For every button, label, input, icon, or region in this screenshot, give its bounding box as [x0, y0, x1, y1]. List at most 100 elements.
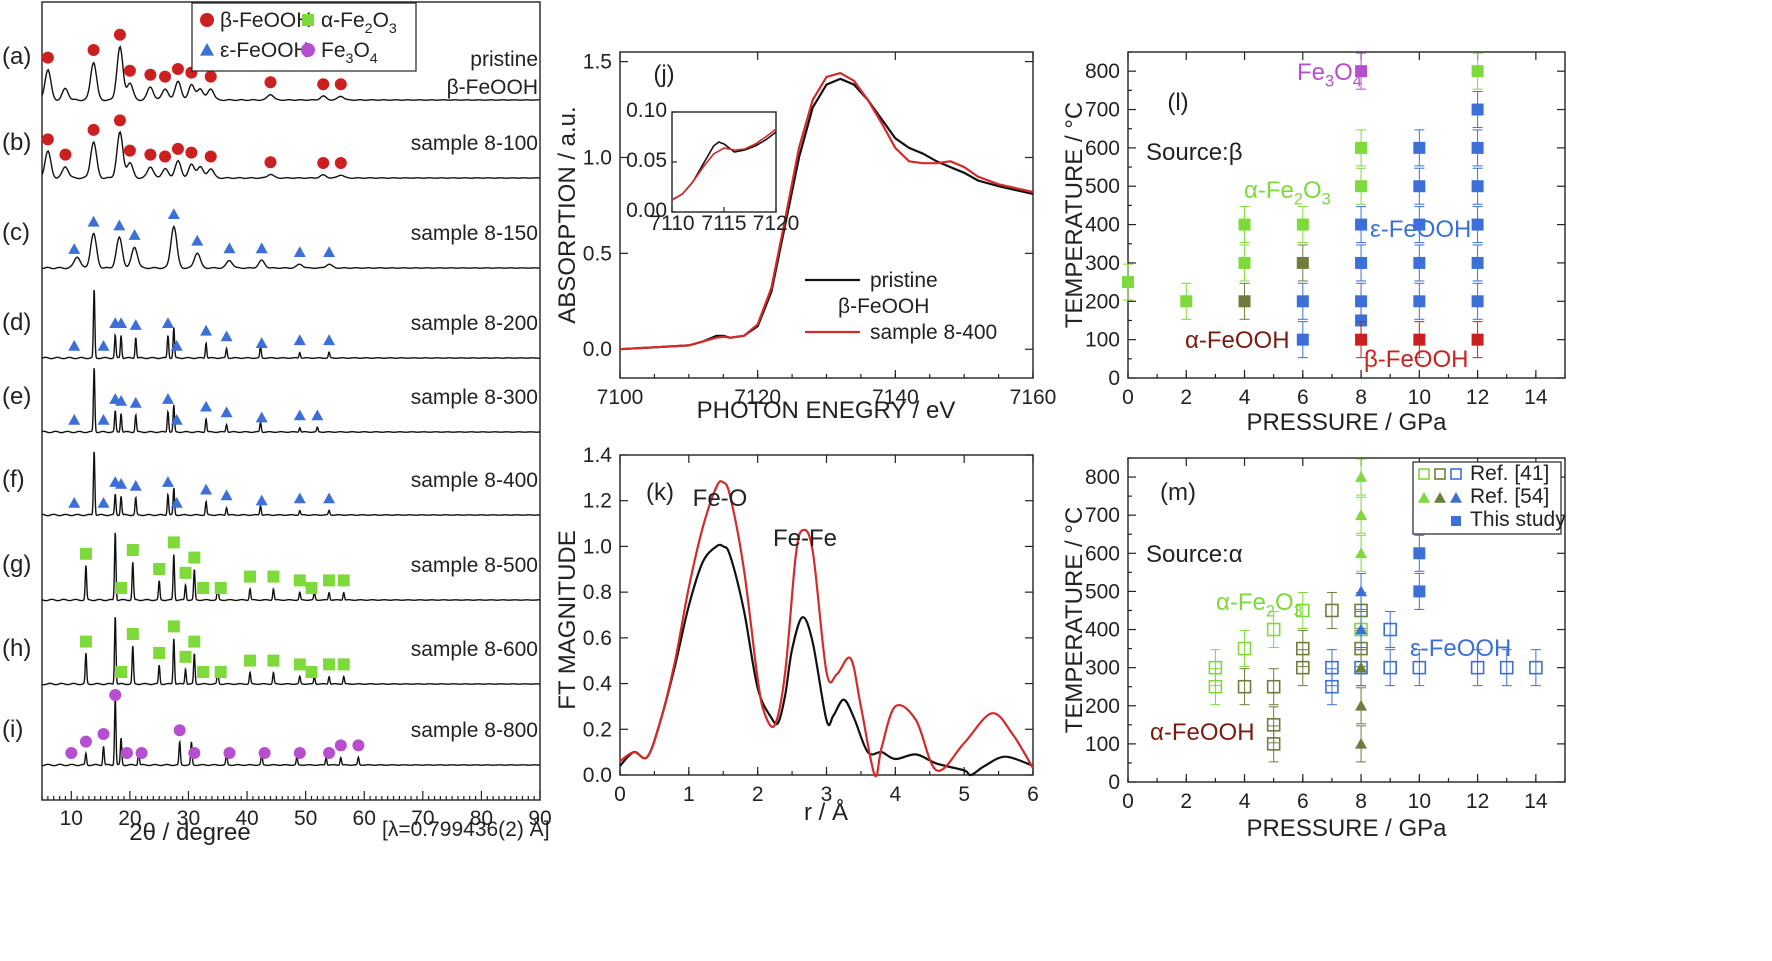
xrd-pattern: (b) sample 8-100 [2, 114, 540, 180]
xrd-peak-marker [204, 150, 217, 163]
xrd-sample-label: sample 8-150 [411, 222, 538, 245]
xrd-peak-marker [323, 574, 336, 587]
xrd-peak-marker [305, 665, 318, 678]
phase-point [1529, 660, 1543, 675]
phase-point [1355, 256, 1368, 269]
xrd-panel-label: (e) [2, 383, 31, 410]
y-tick-label: 0.2 [583, 718, 612, 741]
y-tick-label: 1.4 [583, 444, 613, 467]
xrd-peak-marker [79, 547, 92, 560]
xrd-sample-label: β-FeOOH [447, 76, 538, 99]
xrd-peak-marker [267, 654, 280, 667]
xrd-peak-marker [97, 414, 110, 425]
inset-y-tick-label: 0.05 [626, 149, 667, 172]
phase-point [1355, 623, 1368, 635]
xrd-trace [41, 368, 540, 434]
xrd-pattern: (a) pristine β-FeOOH [2, 28, 540, 102]
xrd-peak-marker [293, 246, 306, 257]
xrd-peak-marker [144, 68, 157, 81]
xrd-pattern: (c) sample 8-150 [2, 208, 540, 270]
exafs-series-line [619, 480, 1034, 778]
x-tick-label: 6 [1297, 386, 1309, 409]
y-tick-label: 600 [1085, 137, 1120, 160]
xrd-peak-marker [79, 635, 92, 648]
inset-line [671, 131, 777, 201]
phase-legend-this-study: This study [1470, 508, 1566, 531]
xrd-peak-marker [323, 658, 336, 671]
xrd-peak-marker [337, 658, 350, 671]
xrd-peak-marker [173, 724, 186, 737]
xrd-peak-marker [220, 489, 233, 501]
xrd-peak-marker [293, 658, 306, 671]
xrd-pattern: (g) sample 8-500 [2, 532, 540, 602]
phase-point [1355, 547, 1368, 559]
y-tick-label: 0.8 [583, 581, 612, 604]
xrd-sample-label: sample 8-400 [411, 469, 538, 492]
phase-panel-label: (l) [1167, 89, 1188, 116]
x-tick-label: 8 [1355, 386, 1367, 409]
xrd-tick-label: 90 [528, 807, 551, 830]
xrd-peak-marker [334, 78, 347, 91]
inset-line [671, 128, 777, 201]
xrd-pattern: (e) sample 8-300 [2, 368, 540, 434]
label-fe3o4: Fe3O4 [1297, 59, 1362, 91]
xrd-peak-marker [334, 156, 347, 169]
label-beta-feooh: β-FeOOH [1364, 346, 1468, 373]
phase-point [1471, 103, 1484, 116]
xrd-peak-marker [87, 123, 100, 136]
phase-point [1413, 180, 1426, 193]
inset-y-tick-label: 0.00 [626, 199, 667, 222]
phase-y-label: TEMPERATURE / °C [1061, 507, 1088, 734]
phase-point [1355, 509, 1368, 520]
xrd-peak-marker [185, 146, 198, 159]
xrd-sample-label: sample 8-300 [411, 386, 538, 409]
xrd-tick-label: 30 [177, 807, 200, 830]
y-tick-label: 500 [1085, 175, 1120, 198]
xrd-peak-marker [188, 635, 201, 648]
xrd-peak-marker [161, 393, 174, 404]
xrd-trace [42, 697, 540, 767]
phase-x-label: PRESSURE / GPa [1246, 815, 1447, 842]
xrd-tick-label: 60 [353, 807, 376, 830]
xrd-sample-label: sample 8-800 [411, 719, 538, 742]
y-tick-label: 300 [1085, 657, 1120, 680]
xrd-peak-marker [123, 144, 136, 157]
phase-point [1355, 699, 1368, 711]
xrd-peak-marker [115, 395, 128, 406]
xrd-peak-marker [144, 148, 157, 161]
x-tick-label: 2 [1180, 790, 1192, 813]
xrd-peak-marker [323, 492, 336, 504]
phase-point [1238, 295, 1251, 308]
x-tick-label: 8 [1355, 790, 1367, 813]
xrd-peak-marker [264, 156, 277, 169]
xrd-peak-marker [179, 650, 192, 663]
xrd-peak-marker [161, 476, 174, 487]
xrd-peak-marker [123, 64, 136, 77]
xrd-pattern: (d) sample 8-200 [2, 289, 540, 360]
y-tick-label: 1.2 [583, 490, 612, 513]
xrd-peak-marker [113, 28, 126, 41]
xrd-peak-marker [317, 156, 330, 169]
phase-point [1383, 660, 1397, 675]
xrd-peak-marker [167, 536, 180, 549]
phase-point [1237, 641, 1252, 656]
xrd-peak-marker [323, 746, 336, 759]
y-tick-label: 1.5 [583, 51, 612, 74]
xrd-tick-label: 70 [411, 807, 434, 830]
legend-marker-alpha-fe2o3 [302, 14, 314, 26]
phase-point [1355, 585, 1368, 597]
y-tick-label: 600 [1085, 542, 1120, 565]
xanes-y-label: ABSORPTION / a.u. [554, 106, 581, 323]
xrd-peak-marker [293, 746, 306, 759]
xrd-peak-marker [109, 689, 122, 701]
y-tick-label: 700 [1085, 504, 1120, 527]
label-eps-feooh: ε-FeOOH [1410, 635, 1511, 662]
xrd-peak-marker [68, 497, 81, 508]
phase-point [1471, 218, 1484, 231]
xrd-trace [41, 532, 540, 602]
phase-point [1471, 65, 1484, 78]
xrd-peak-marker [223, 746, 236, 759]
phase-point [1296, 256, 1309, 269]
legend-square [1451, 516, 1461, 526]
xrd-peak-marker [323, 334, 336, 346]
